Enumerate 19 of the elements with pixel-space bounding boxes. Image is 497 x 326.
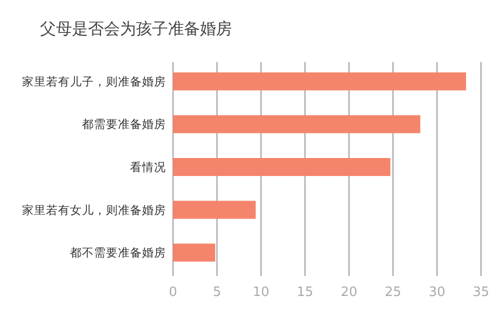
x-tick-label: 25 [384,285,402,300]
x-tick-label: 0 [168,285,178,300]
bar [173,115,420,134]
bar [173,72,466,90]
x-tick-label: 15 [296,285,314,300]
x-tick-label: 30 [428,285,446,300]
x-tick-label: 35 [472,285,490,300]
x-tick-label: 20 [340,285,358,300]
y-tick-label: 家里若有女儿，则准备婚房 [22,202,166,217]
y-tick-label: 看情况 [130,160,166,174]
bar [173,200,256,219]
chart-title: 父母是否会为孩子准备婚房 [40,19,232,38]
y-tick-label: 都不需要准备婚房 [70,246,166,260]
bar [173,158,390,176]
x-tick-label: 10 [252,285,270,300]
bar [173,244,216,262]
y-tick-label: 都需要准备婚房 [82,117,166,132]
y-tick-label: 家里若有儿子，则准备婚房 [22,74,166,88]
x-tick-label: 5 [212,285,222,300]
